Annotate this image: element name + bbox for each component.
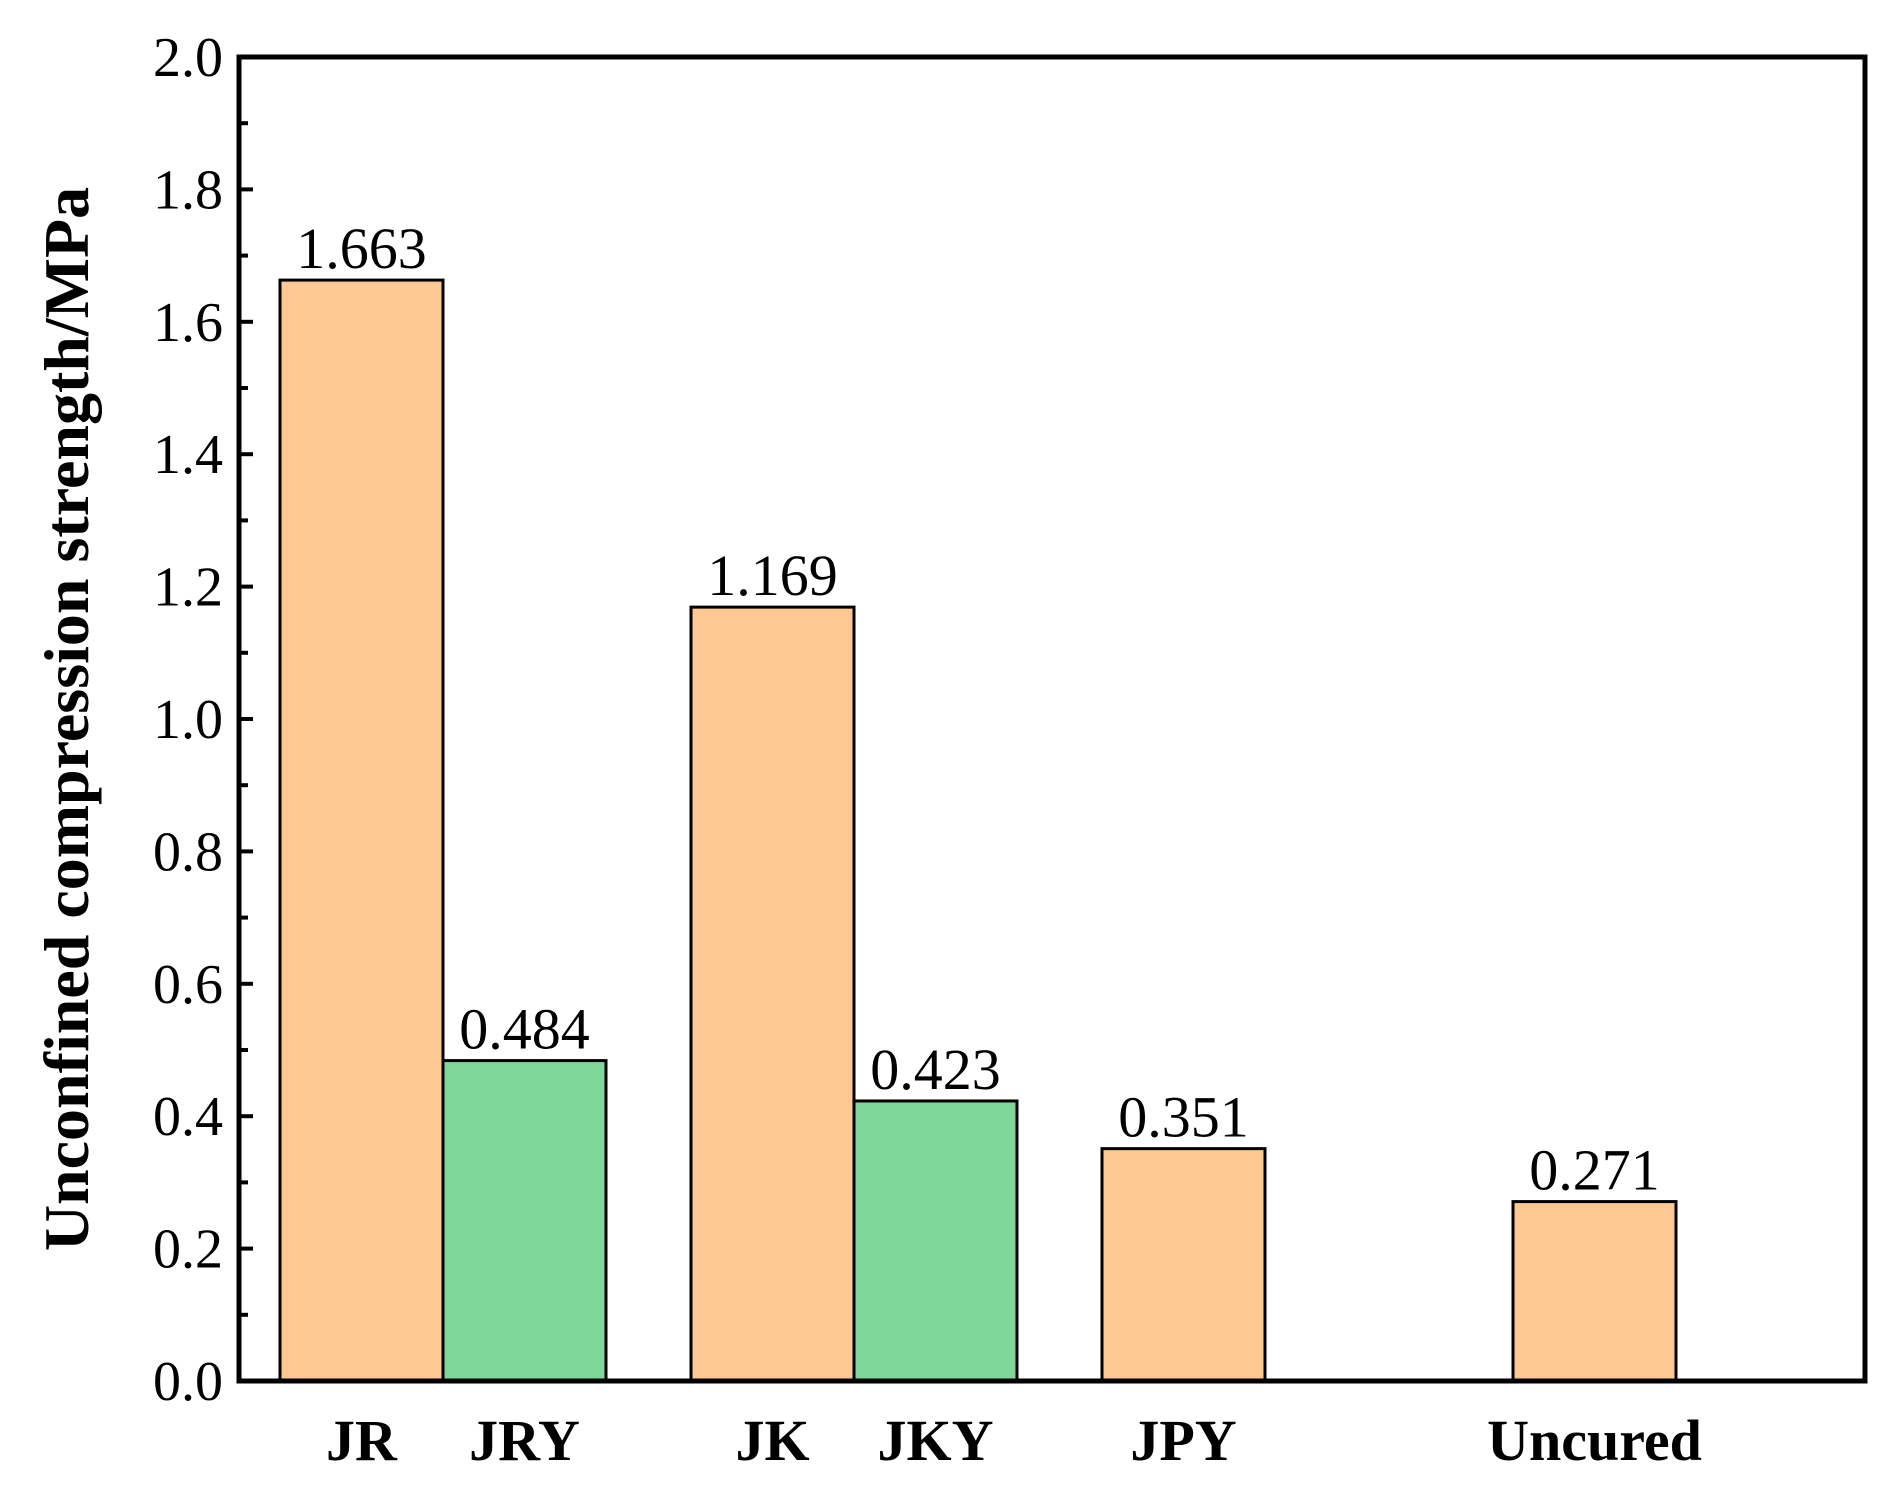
category-label-uncured: Uncured <box>1487 1408 1702 1473</box>
bar-jry <box>441 1059 608 1383</box>
category-label-jr: JR <box>326 1408 398 1473</box>
y-tick-label: 1.0 <box>153 689 223 751</box>
bar-jr <box>278 278 445 1383</box>
y-tick-label: 1.2 <box>153 557 223 619</box>
category-label-jky: JKY <box>878 1408 994 1473</box>
x-axis-category-labels: JR JRY JK JKY JPY Uncured <box>326 1408 1702 1473</box>
y-tick-label: 0.4 <box>153 1086 223 1148</box>
value-label-jry: 0.484 <box>459 997 590 1062</box>
category-label-jk: JK <box>735 1408 809 1473</box>
value-label-jpy: 0.351 <box>1118 1085 1249 1150</box>
y-tick-label: 0.0 <box>153 1351 223 1413</box>
bar-jk <box>689 605 856 1383</box>
y-axis-title: Unconfined compression strength/MPa <box>31 187 102 1251</box>
value-label-jr: 1.663 <box>296 216 427 281</box>
y-tick-label: 0.2 <box>153 1219 223 1281</box>
bar-jpy <box>1100 1147 1267 1383</box>
y-axis-ticks: 0.0 0.2 0.4 0.6 0.8 1.0 1.2 1.4 1.6 1.8 2.0 <box>153 27 253 1413</box>
value-label-jky: 0.423 <box>870 1037 1001 1102</box>
y-tick-label: 1.4 <box>153 424 223 486</box>
y-tick-label: 0.6 <box>153 954 223 1016</box>
y-tick-label: 2.0 <box>153 27 223 89</box>
value-labels: 1.663 0.484 1.169 0.423 0.351 0.271 <box>296 216 1660 1203</box>
y-tick-label: 1.8 <box>153 159 223 221</box>
bar-jky <box>852 1099 1019 1383</box>
value-label-uncured: 0.271 <box>1529 1138 1660 1203</box>
category-label-jpy: JPY <box>1130 1408 1236 1473</box>
bar-uncured <box>1511 1200 1678 1383</box>
value-label-jk: 1.169 <box>707 543 838 608</box>
y-tick-label: 1.6 <box>153 292 223 354</box>
y-tick-label: 0.8 <box>153 821 223 883</box>
category-label-jry: JRY <box>469 1408 580 1473</box>
plot-area-frame <box>236 54 1868 1384</box>
bars <box>278 278 1678 1383</box>
